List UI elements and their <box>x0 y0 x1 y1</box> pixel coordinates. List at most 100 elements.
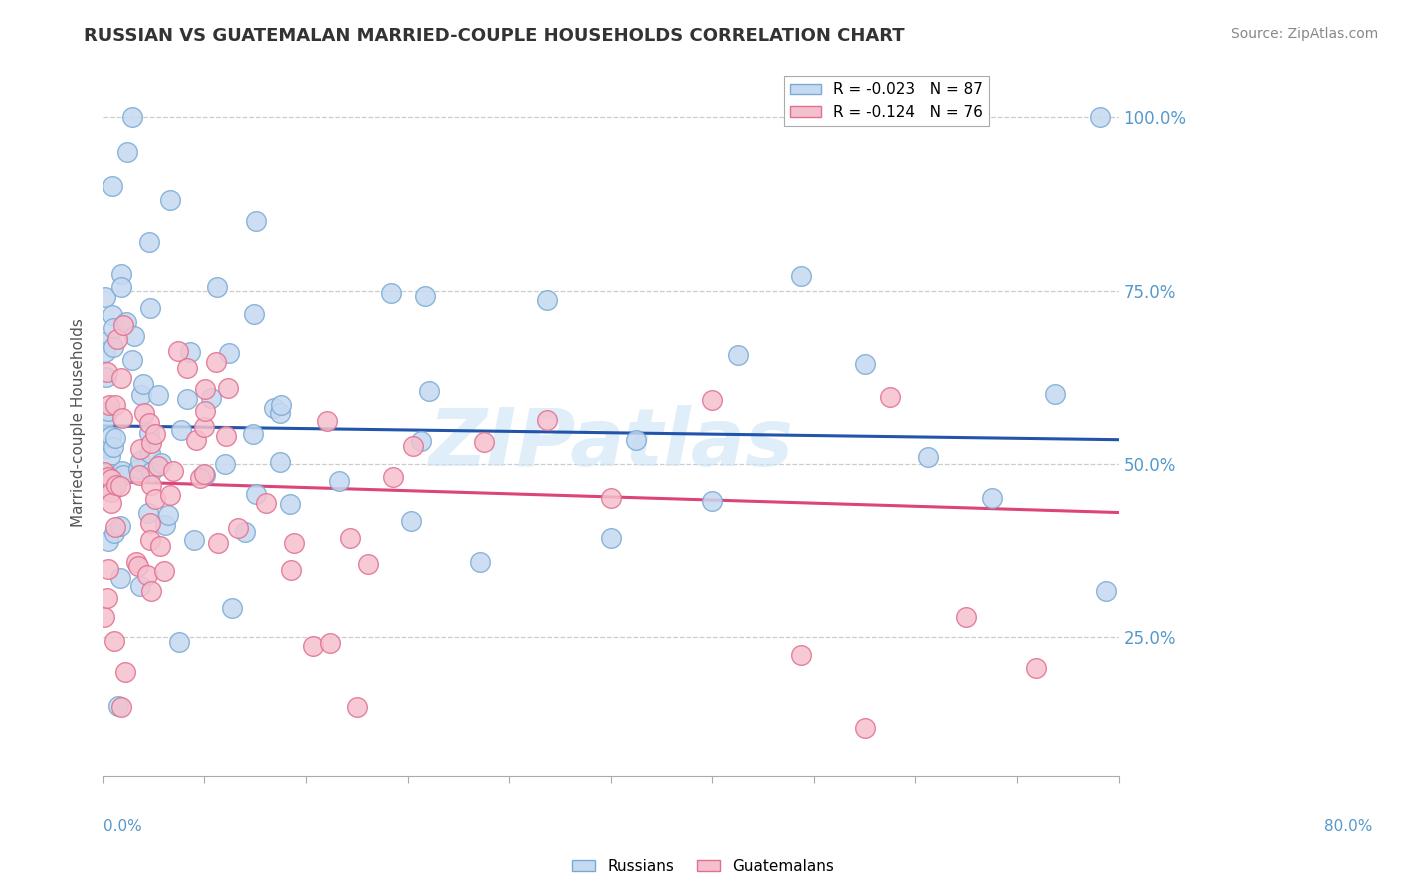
Point <box>401 514 423 528</box>
Point <box>418 384 440 398</box>
Point <box>193 419 215 434</box>
Point <box>194 382 217 396</box>
Point <box>134 406 156 420</box>
Point <box>536 293 558 307</box>
Point <box>103 634 125 648</box>
Point <box>339 531 361 545</box>
Point <box>128 468 150 483</box>
Point <box>380 285 402 300</box>
Point <box>381 469 404 483</box>
Point <box>97 470 120 484</box>
Legend: R = -0.023   N = 87, R = -0.124   N = 76: R = -0.023 N = 87, R = -0.124 N = 76 <box>785 76 988 126</box>
Point <box>129 453 152 467</box>
Point <box>115 315 138 329</box>
Legend: Russians, Guatemalans: Russians, Guatemalans <box>567 853 839 880</box>
Point <box>129 388 152 402</box>
Point <box>207 536 229 550</box>
Point <box>98 398 121 412</box>
Point <box>599 491 621 506</box>
Point <box>176 392 198 407</box>
Point <box>217 381 239 395</box>
Point <box>93 609 115 624</box>
Point <box>114 665 136 679</box>
Point <box>221 600 243 615</box>
Point <box>93 335 115 350</box>
Point <box>193 467 215 481</box>
Point <box>186 433 208 447</box>
Point <box>112 318 135 333</box>
Point <box>138 416 160 430</box>
Point <box>1025 661 1047 675</box>
Point <box>1088 110 1111 124</box>
Point <box>111 410 134 425</box>
Y-axis label: Married-couple Households: Married-couple Households <box>72 318 86 527</box>
Point <box>254 496 277 510</box>
Point <box>218 346 240 360</box>
Point <box>150 457 173 471</box>
Point <box>128 579 150 593</box>
Point <box>97 534 120 549</box>
Point <box>139 446 162 460</box>
Point <box>980 491 1002 505</box>
Point <box>176 361 198 376</box>
Point <box>853 721 876 735</box>
Point <box>245 214 267 228</box>
Point <box>302 640 325 654</box>
Point <box>727 348 749 362</box>
Point <box>157 508 180 522</box>
Point <box>100 472 122 486</box>
Point <box>111 464 134 478</box>
Point <box>468 555 491 569</box>
Point <box>115 145 138 159</box>
Point <box>103 440 125 454</box>
Point <box>167 343 190 358</box>
Point <box>138 506 160 520</box>
Point <box>162 463 184 477</box>
Point <box>129 442 152 456</box>
Point <box>96 481 118 495</box>
Point <box>194 403 217 417</box>
Point <box>121 353 143 368</box>
Point <box>853 358 876 372</box>
Point <box>104 520 127 534</box>
Point <box>132 376 155 391</box>
Point <box>624 433 647 447</box>
Point <box>105 332 128 346</box>
Point <box>200 391 222 405</box>
Point <box>110 570 132 584</box>
Point <box>94 411 117 425</box>
Point <box>170 423 193 437</box>
Point <box>110 699 132 714</box>
Point <box>194 468 217 483</box>
Point <box>111 468 134 483</box>
Point <box>270 397 292 411</box>
Point <box>235 525 257 540</box>
Point <box>413 289 436 303</box>
Point <box>159 194 181 208</box>
Point <box>402 439 425 453</box>
Point <box>103 525 125 540</box>
Point <box>917 450 939 464</box>
Point <box>101 467 124 481</box>
Point <box>103 340 125 354</box>
Point <box>139 477 162 491</box>
Point <box>104 398 127 412</box>
Point <box>280 563 302 577</box>
Point <box>138 516 160 530</box>
Point <box>98 449 121 463</box>
Point <box>93 466 115 480</box>
Text: 0.0%: 0.0% <box>103 819 142 834</box>
Text: ZIPatlas: ZIPatlas <box>429 405 793 483</box>
Point <box>96 591 118 605</box>
Point <box>214 429 236 443</box>
Point <box>269 455 291 469</box>
Point <box>127 558 149 573</box>
Point <box>94 441 117 455</box>
Point <box>110 518 132 533</box>
Point <box>138 425 160 440</box>
Point <box>127 462 149 476</box>
Point <box>146 388 169 402</box>
Point <box>536 413 558 427</box>
Point <box>141 584 163 599</box>
Text: 80.0%: 80.0% <box>1324 819 1372 834</box>
